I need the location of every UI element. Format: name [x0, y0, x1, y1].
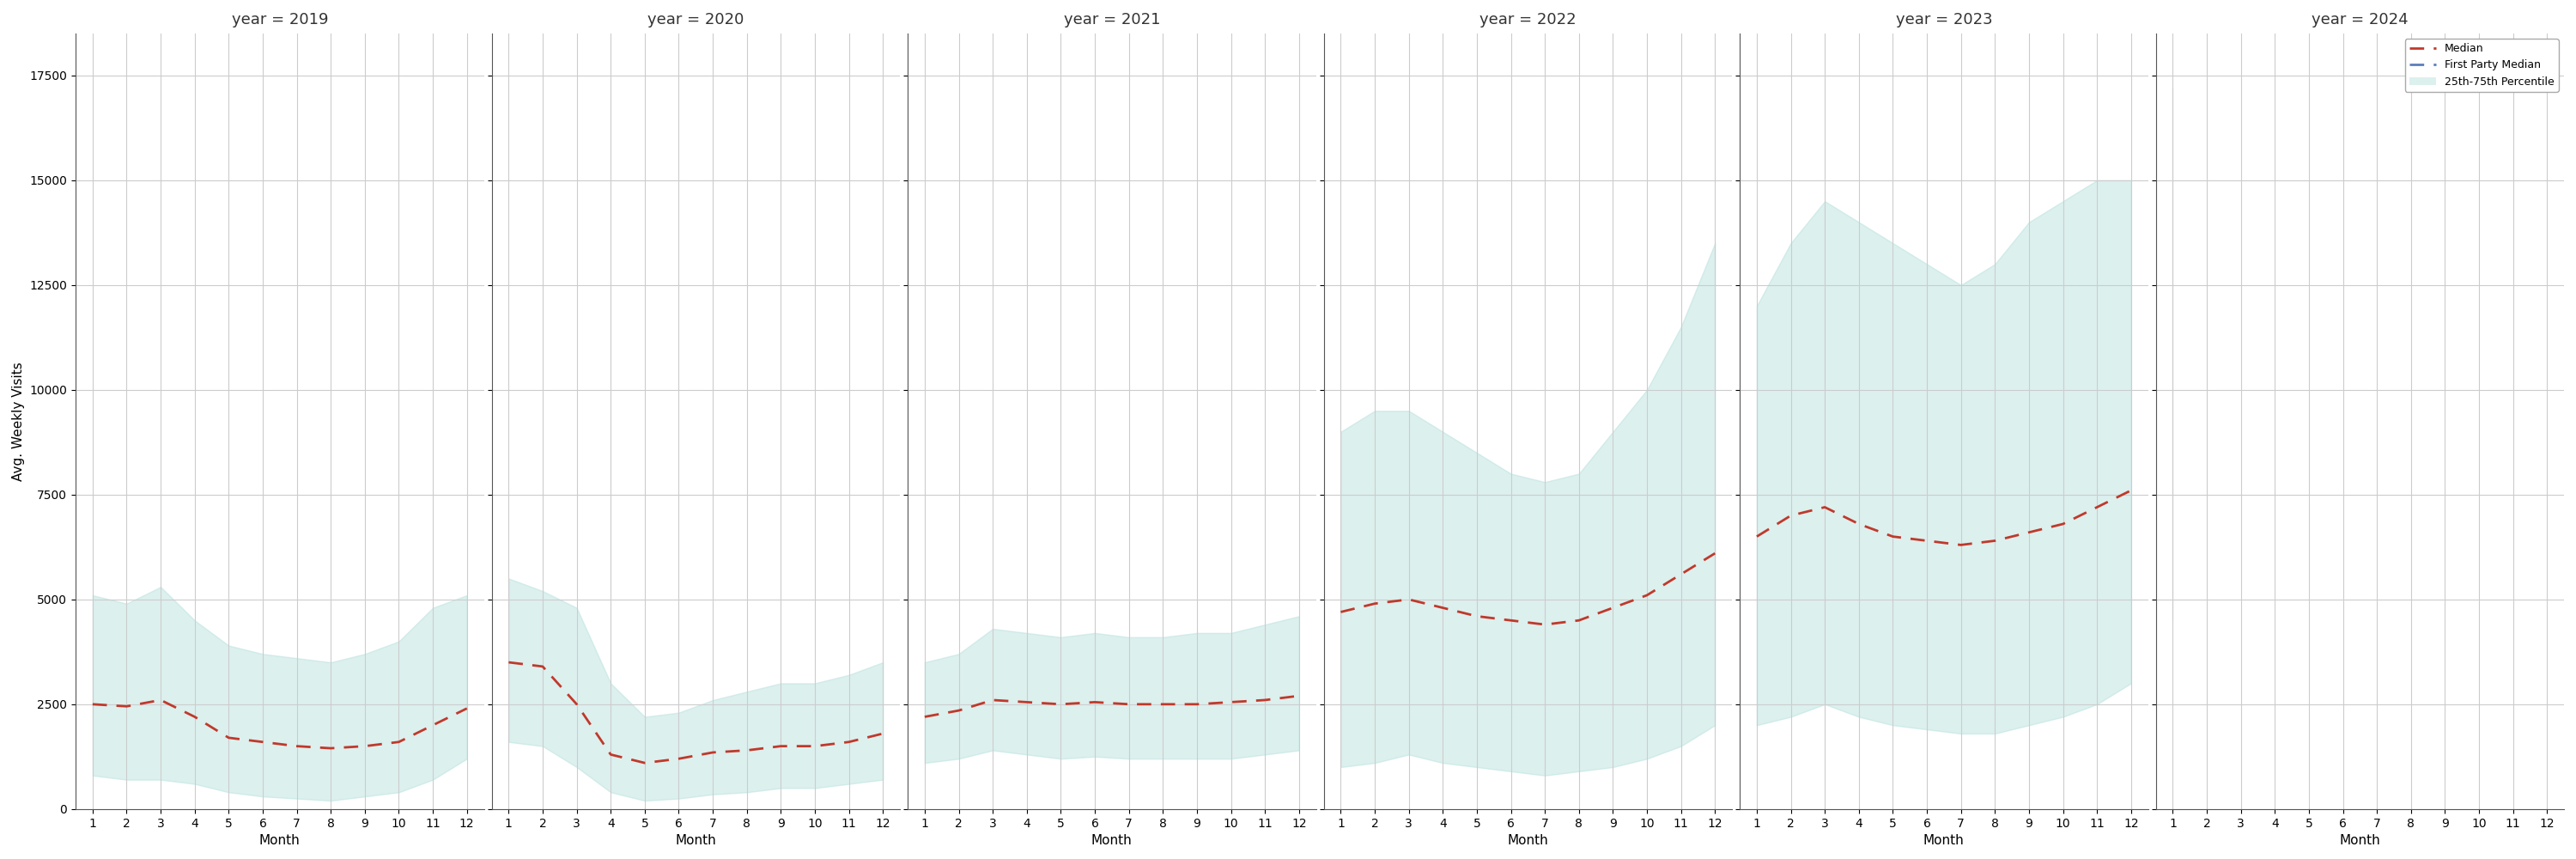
Title: year = 2019: year = 2019 [232, 12, 327, 27]
X-axis label: Month: Month [1507, 834, 1548, 847]
X-axis label: Month: Month [675, 834, 716, 847]
Title: year = 2023: year = 2023 [1896, 12, 1991, 27]
X-axis label: Month: Month [1924, 834, 1965, 847]
Title: year = 2022: year = 2022 [1479, 12, 1577, 27]
Title: year = 2024: year = 2024 [2311, 12, 2409, 27]
X-axis label: Month: Month [2339, 834, 2380, 847]
Legend: Median, First Party Median, 25th-75th Percentile: Median, First Party Median, 25th-75th Pe… [2406, 39, 2558, 92]
X-axis label: Month: Month [1092, 834, 1133, 847]
X-axis label: Month: Month [260, 834, 301, 847]
Y-axis label: Avg. Weekly Visits: Avg. Weekly Visits [13, 362, 26, 481]
Title: year = 2021: year = 2021 [1064, 12, 1159, 27]
Title: year = 2020: year = 2020 [647, 12, 744, 27]
